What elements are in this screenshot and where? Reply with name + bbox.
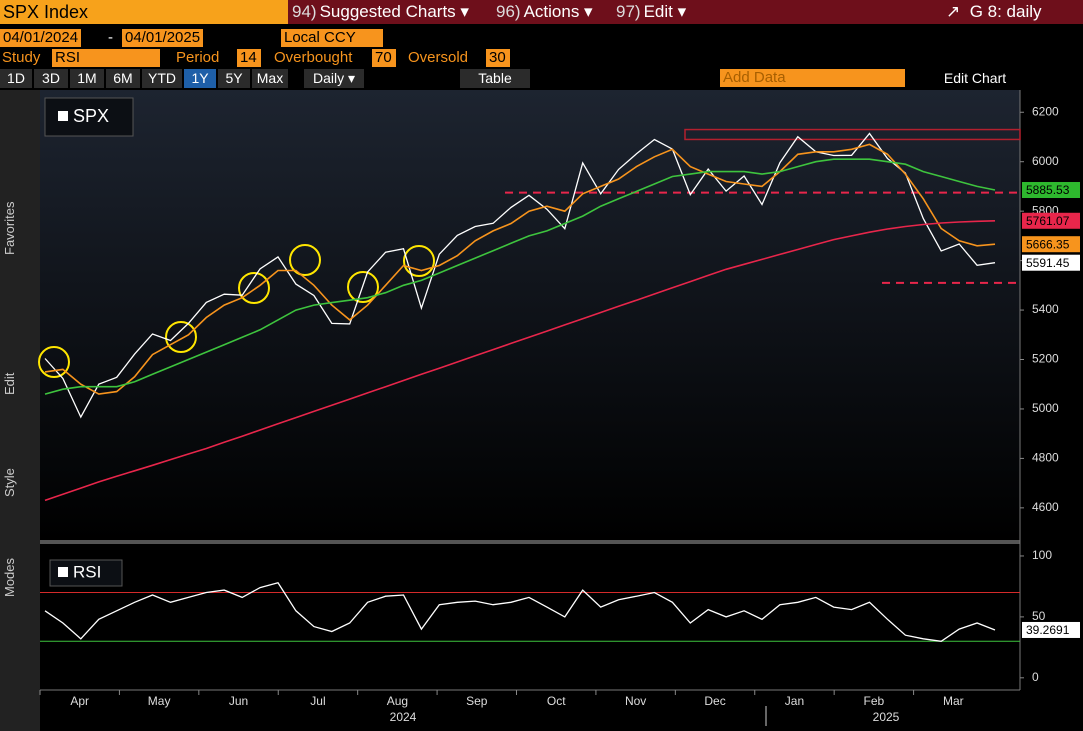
menu-code: 97) (616, 2, 641, 21)
highlight-circle (289, 244, 321, 276)
last-value-box (1022, 212, 1080, 229)
y-tick-label: 4600 (1032, 500, 1059, 514)
study[interactable]: RSI (52, 49, 160, 67)
currency[interactable]: Local CCY (281, 29, 383, 47)
sidebar-label: Style (2, 468, 17, 497)
study-label: Study (2, 49, 41, 66)
ticker[interactable]: SPX Index (0, 0, 288, 24)
legend-swatch (58, 567, 68, 577)
highlight-circle (238, 272, 270, 304)
chart-id-text: G 8: daily (969, 2, 1042, 21)
x-tick-label: Apr (70, 694, 89, 708)
menu-label: Suggested Charts (319, 2, 456, 21)
period-label: Period (176, 49, 220, 66)
oversold[interactable]: 30 (486, 49, 510, 67)
frequency[interactable]: Daily ▾ (304, 69, 364, 88)
edit-chart[interactable]: Edit Chart (930, 69, 1020, 88)
highlight-circle (38, 346, 70, 378)
last-value-box (1022, 254, 1080, 271)
menu-code: 96) (496, 2, 521, 21)
last-value-label: 5591.45 (1026, 256, 1070, 270)
menu-label: Actions (523, 2, 580, 21)
last-value-label: 39.2691 (1026, 623, 1070, 637)
range-button[interactable]: 5Y (218, 69, 250, 88)
year-label: 2025 (873, 710, 900, 724)
y-tick-label: 0 (1032, 670, 1039, 684)
menu[interactable]: 97) Edit ▾ (616, 2, 687, 21)
overbought-label: Overbought (274, 49, 353, 66)
legend-swatch (58, 111, 68, 121)
y-tick-label: 6200 (1032, 104, 1059, 118)
panel-divider (40, 540, 1020, 544)
y-tick-label: 6000 (1032, 154, 1059, 168)
resistance-band (684, 128, 1021, 141)
y-tick-label: 4800 (1032, 451, 1059, 465)
y-tick-label: 5000 (1032, 401, 1059, 415)
legend-label: SPX (73, 106, 109, 126)
range-button[interactable]: Max (252, 69, 288, 88)
year-label: 2024 (390, 710, 417, 724)
x-tick-label: Nov (625, 694, 646, 708)
last-value-label: 5761.07 (1026, 214, 1070, 228)
menu-label: Edit (643, 2, 673, 21)
series-line (44, 143, 996, 395)
series-line (44, 582, 996, 642)
y-tick-label: 50 (1032, 609, 1046, 623)
last-value-label: 5666.35 (1026, 237, 1070, 251)
range-button[interactable]: 1Y (184, 69, 216, 88)
menu[interactable]: 96) Actions ▾ (496, 2, 593, 21)
y-tick-label: 5400 (1032, 302, 1059, 316)
range-button[interactable]: YTD (142, 69, 182, 88)
highlights (38, 244, 435, 378)
series-line (44, 158, 996, 395)
x-tick-label: Mar (943, 694, 964, 708)
legend-label: RSI (73, 562, 101, 581)
sidebar (0, 90, 40, 731)
x-tick-label: Jul (310, 694, 325, 708)
sidebar-label: Modes (2, 557, 17, 597)
last-value-label: 5885.53 (1026, 183, 1070, 197)
x-tick-label: Feb (864, 694, 885, 708)
y-tick-label: 5200 (1032, 352, 1059, 366)
range-button[interactable]: 6M (106, 69, 140, 88)
chart-id[interactable]: ↗ G 8: daily (946, 2, 1042, 21)
x-tick-label: Aug (387, 694, 408, 708)
menu-code: 94) (292, 2, 317, 21)
highlight-circle (403, 245, 435, 277)
range-button[interactable]: 3D (34, 69, 68, 88)
add-data[interactable]: Add Data (720, 69, 905, 87)
y-tick-label: 100 (1032, 548, 1052, 562)
last-value-box (1022, 182, 1080, 199)
highlight-circle (347, 271, 379, 303)
table-button[interactable]: Table (460, 69, 530, 88)
range-button[interactable]: 1M (70, 69, 104, 88)
x-tick-label: Jan (785, 694, 804, 708)
x-tick-label: Oct (547, 694, 566, 708)
frequency-text: Daily (312, 70, 345, 86)
highlight-circle (165, 321, 197, 353)
last-value-box (1022, 621, 1080, 638)
x-tick-label: Dec (704, 694, 725, 708)
menu[interactable]: 94) Suggested Charts ▾ (292, 2, 469, 21)
series-line (44, 220, 996, 502)
series-line (44, 132, 996, 419)
date-separator: - (108, 29, 113, 46)
last-value-box (1022, 236, 1080, 253)
rsi-panel (40, 545, 1020, 690)
x-tick-label: May (148, 694, 171, 708)
price-panel (40, 90, 1020, 540)
x-tick-label: Jun (229, 694, 248, 708)
start-date[interactable]: 04/01/2024 (0, 29, 82, 47)
sidebar-label: Favorites (2, 201, 17, 255)
period[interactable]: 14 (237, 49, 261, 67)
sidebar-label: Edit (2, 372, 17, 395)
end-date[interactable]: 04/01/2025 (122, 29, 204, 47)
range-button[interactable]: 1D (0, 69, 32, 88)
oversold-label: Oversold (408, 49, 469, 66)
x-tick-label: Sep (466, 694, 488, 708)
overbought[interactable]: 70 (372, 49, 396, 67)
